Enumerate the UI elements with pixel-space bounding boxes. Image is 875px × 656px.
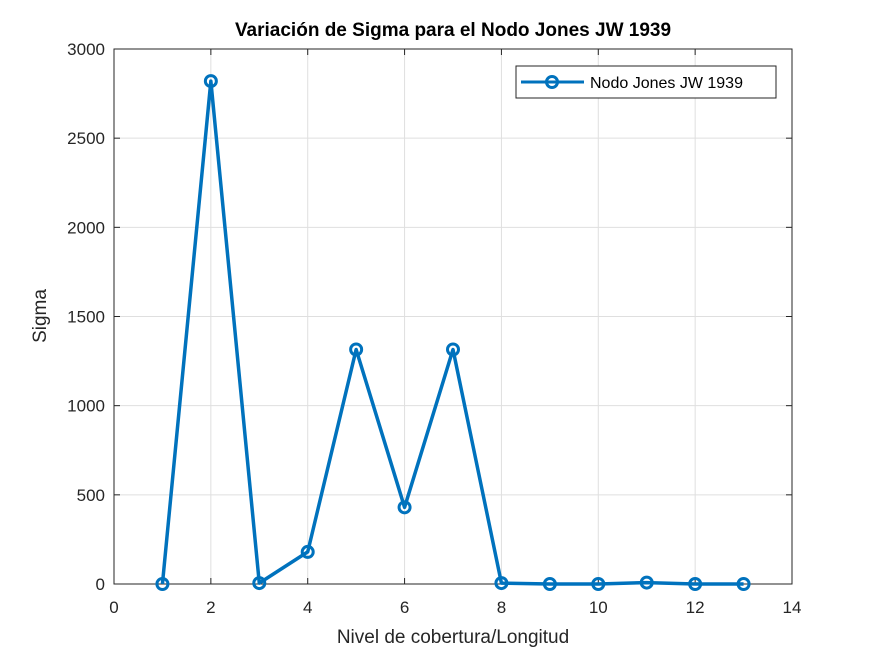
data-point xyxy=(591,577,606,591)
y-tick-label: 2500 xyxy=(67,129,105,148)
y-axis-title: Sigma xyxy=(30,289,51,343)
legend-marker-sample xyxy=(545,75,559,89)
y-tick-label: 3000 xyxy=(67,40,105,59)
y-tick-labels: 0 500 1000 1500 2000 2500 3000 xyxy=(67,40,105,594)
data-point xyxy=(446,342,460,357)
data-point xyxy=(494,576,509,591)
x-tick-label: 6 xyxy=(400,598,409,617)
axes-box xyxy=(113,48,793,585)
data-point xyxy=(736,577,751,591)
y-tick-label: 2000 xyxy=(67,218,105,237)
y-tick-label: 0 xyxy=(96,575,105,594)
data-point xyxy=(300,544,315,559)
grid xyxy=(114,49,792,584)
data-point xyxy=(349,342,364,357)
x-tick-label: 4 xyxy=(303,598,312,617)
legend: Nodo Jones JW 1939 xyxy=(515,65,777,99)
chart-title: Variación de Sigma para el Nodo Jones JW… xyxy=(235,20,671,41)
x-tick-label: 12 xyxy=(686,598,705,617)
y-tick-label: 1500 xyxy=(67,308,105,327)
x-axis-title: Nivel de cobertura/Longitud xyxy=(337,627,569,648)
data-point xyxy=(639,575,654,590)
y-tick-label: 500 xyxy=(77,486,105,505)
x-tick-label: 0 xyxy=(109,598,118,617)
y-tick-label: 1000 xyxy=(67,397,105,416)
x-tick-labels: 0 2 4 6 8 10 12 14 xyxy=(109,598,801,617)
data-point xyxy=(542,577,557,591)
data-point xyxy=(397,500,412,515)
data-point xyxy=(203,74,218,89)
data-point xyxy=(155,577,170,591)
data-point xyxy=(252,576,267,591)
x-tick-label: 14 xyxy=(783,598,802,617)
x-tick-label: 8 xyxy=(497,598,506,617)
x-tick-label: 2 xyxy=(206,598,215,617)
series-group xyxy=(155,74,751,591)
data-point xyxy=(688,577,703,591)
series-line xyxy=(160,79,744,586)
x-tick-label: 10 xyxy=(589,598,608,617)
legend-label: Nodo Jones JW 1939 xyxy=(590,75,743,92)
